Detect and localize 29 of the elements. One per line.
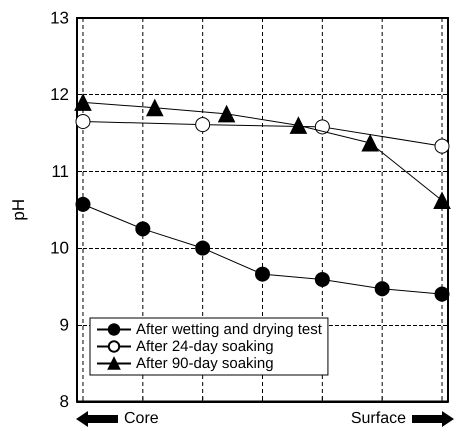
y-tick-label: 11 [51,162,69,181]
point [76,196,90,212]
point [374,281,390,296]
point [434,192,451,210]
text: Core [124,410,159,428]
y-tick-label: 8 [60,392,69,411]
point [146,99,164,116]
point [135,221,150,236]
point [434,138,450,154]
point [314,119,330,134]
point [218,105,236,122]
point [255,266,270,282]
point [314,272,330,288]
point [290,116,307,134]
y-axis-title: pH [9,198,28,221]
y-tick-label: 10 [50,238,69,258]
legend-label: After wetting and drying test [136,321,323,338]
y-tick-label: 13 [50,8,69,28]
y-tick-label: 12 [50,85,69,104]
point [195,117,210,132]
legend-label: After 24-day soaking [136,338,274,355]
point [195,240,210,256]
point [74,94,92,111]
point [434,286,450,302]
point [76,114,90,130]
y-tick-label: 9 [60,315,69,334]
legend-label: After 90-day soaking [136,355,274,372]
point [362,134,379,152]
text: Surface [350,410,406,428]
